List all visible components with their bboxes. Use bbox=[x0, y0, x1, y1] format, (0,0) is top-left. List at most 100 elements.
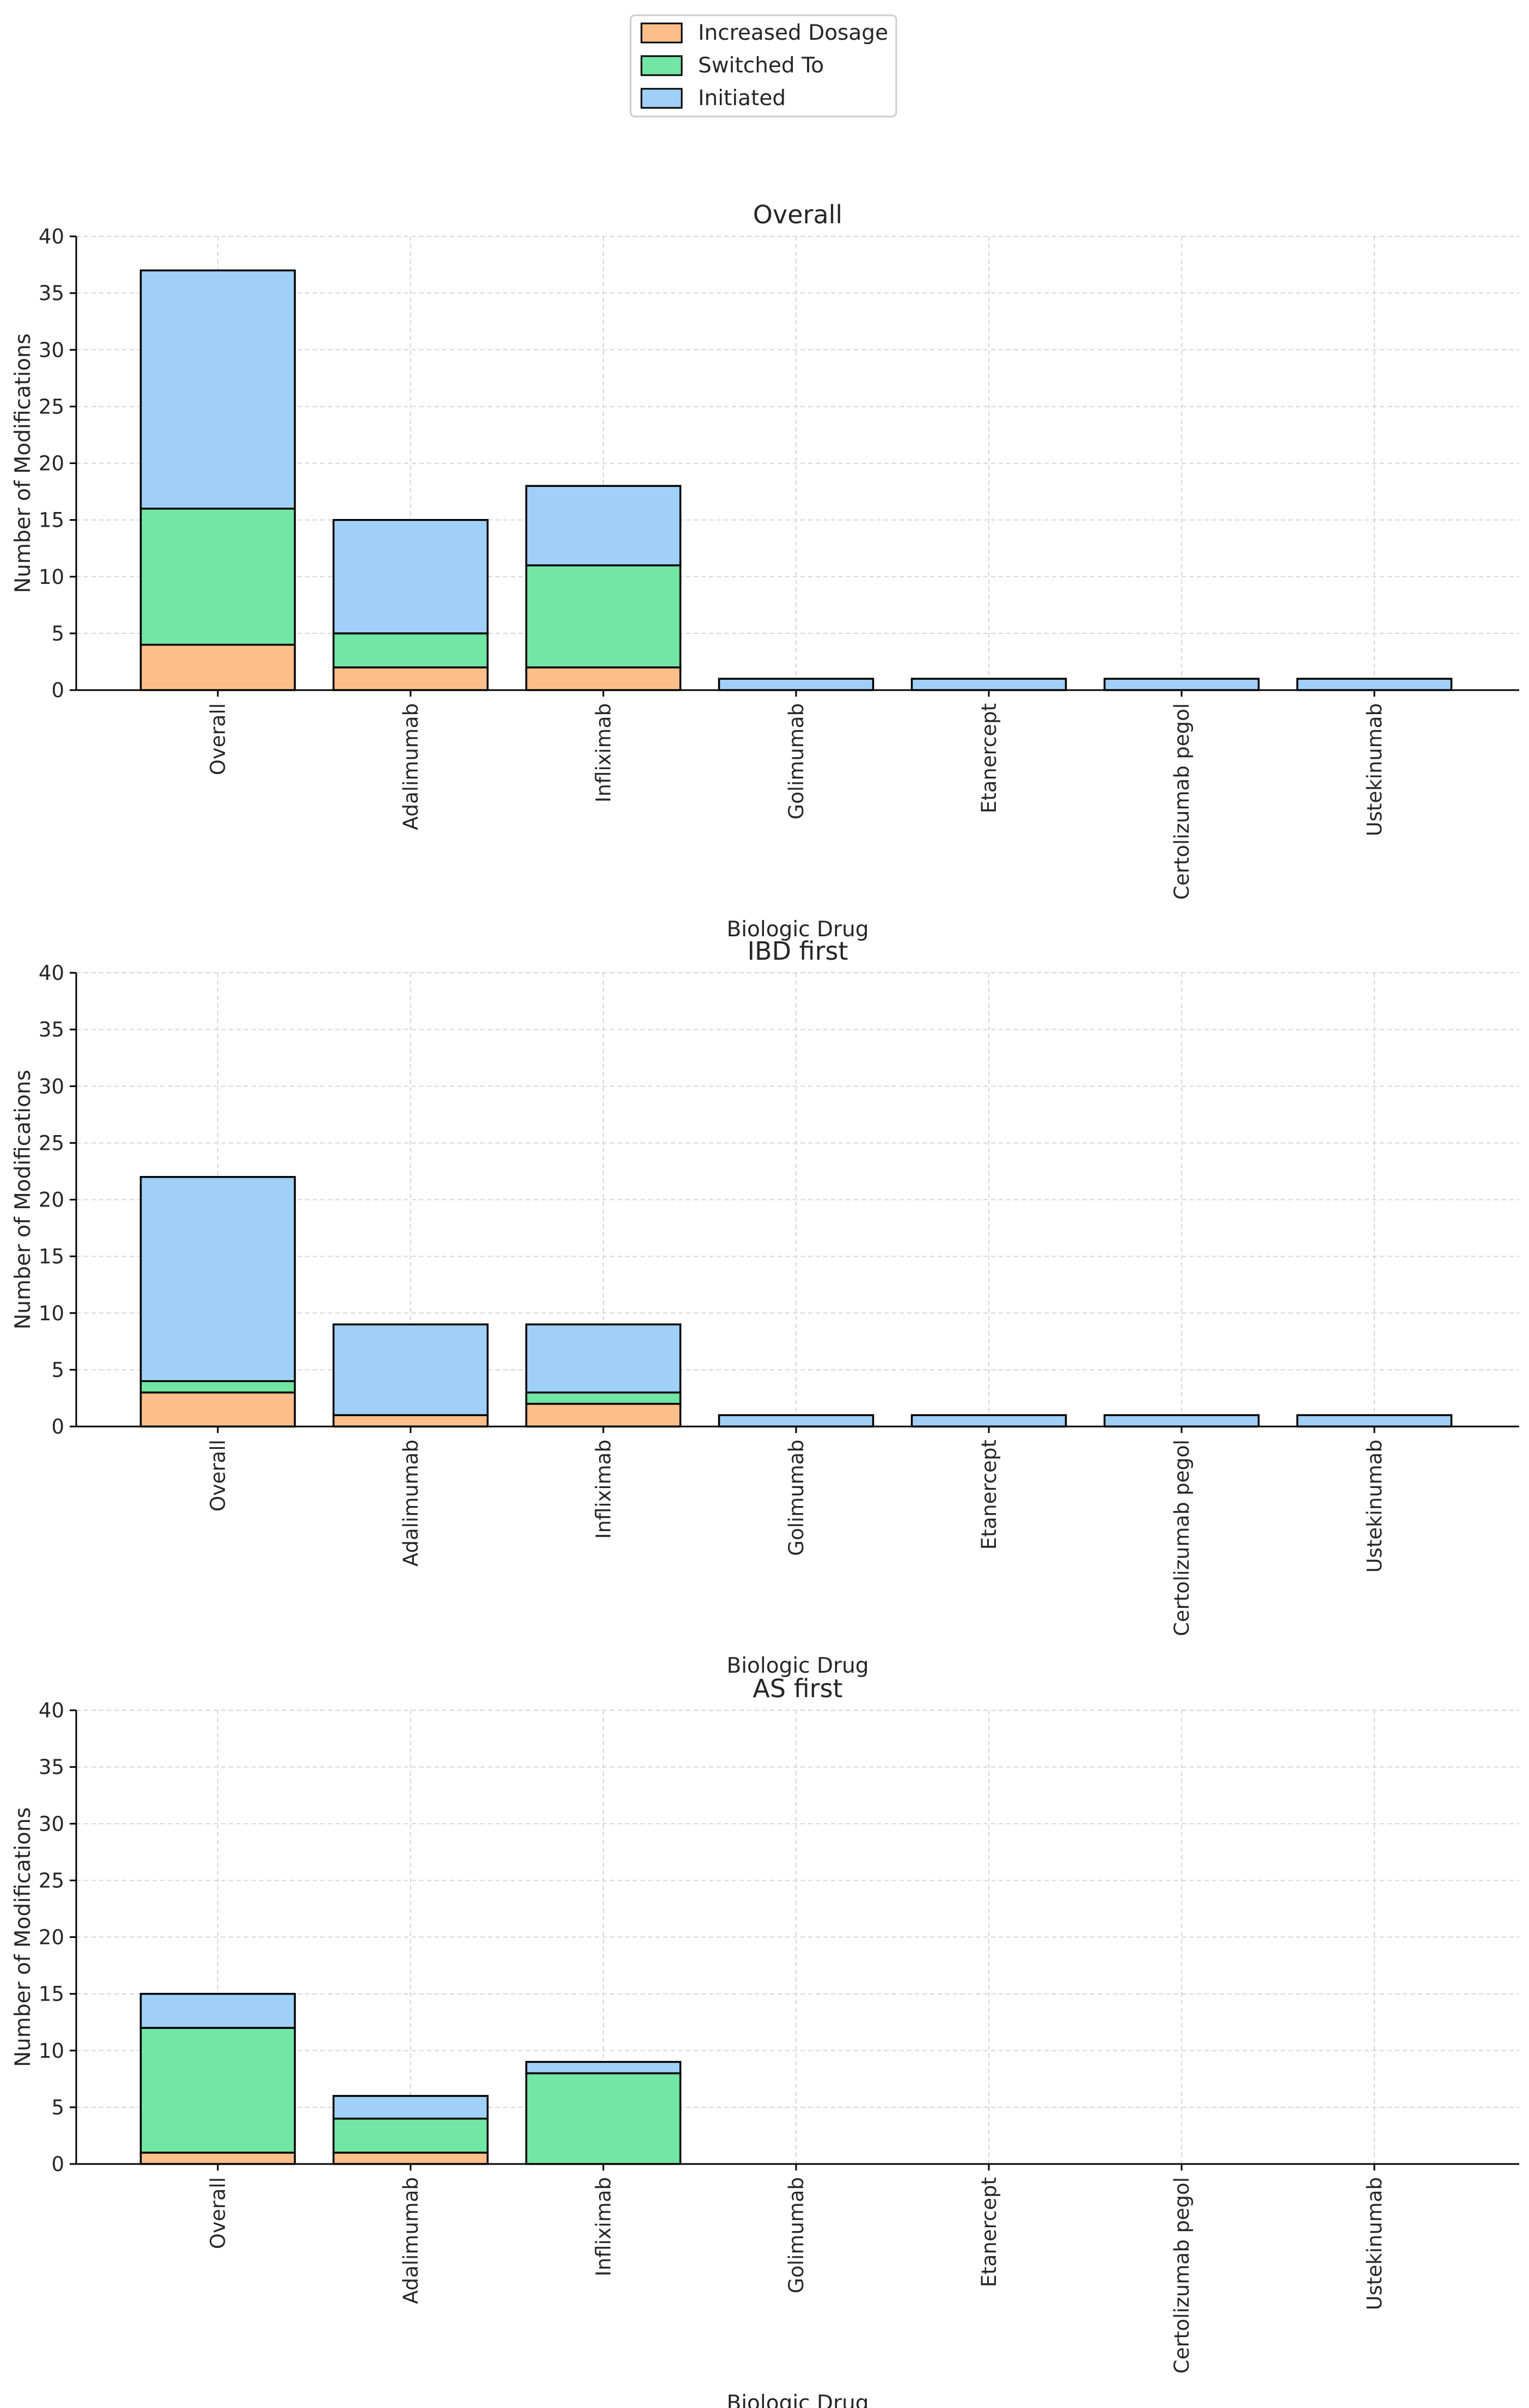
y-tick-label-25: 25 bbox=[39, 395, 64, 418]
bar-infliximab-increased-dosage bbox=[525, 666, 682, 691]
bar-golimumab-initiated bbox=[718, 678, 874, 691]
panel-overall: Overall 0 5 10 15 20 25 30 35 40 Overall Adalimumab… bbox=[11, 200, 1519, 942]
y-tick-label-30: 30 bbox=[39, 1812, 64, 1836]
bar-overall-increased-dosage bbox=[139, 2151, 296, 2165]
bar-overall-switched-to bbox=[139, 1380, 296, 1394]
x-tick-label-etanercept: Etanercept bbox=[977, 2177, 1001, 2287]
bar-adalimumab-initiated bbox=[332, 2095, 489, 2120]
bar-golimumab-initiated bbox=[718, 1414, 874, 1428]
y-tick-label-35: 35 bbox=[39, 1755, 64, 1779]
bar-overall-increased-dosage bbox=[139, 643, 296, 691]
bar-ustekinumab-initiated bbox=[1296, 678, 1453, 691]
bars bbox=[139, 1176, 1453, 1428]
x-axis-label: Biologic Drug bbox=[726, 2391, 869, 2408]
x-tick-label-ustekinumab: Ustekinumab bbox=[1363, 703, 1386, 836]
bar-infliximab-switched-to bbox=[525, 1391, 682, 1405]
x-tick-label-adalimumab: Adalimumab bbox=[399, 1440, 423, 1566]
bar-certolizumab-pegol-initiated bbox=[1103, 678, 1260, 691]
bar-etanercept-initiated bbox=[910, 678, 1067, 691]
y-tick-label-15: 15 bbox=[39, 509, 64, 532]
bar-adalimumab-switched-to bbox=[332, 2117, 489, 2154]
legend-label-switched-to: Switched To bbox=[698, 53, 824, 78]
bar-adalimumab-initiated bbox=[332, 1323, 489, 1416]
bar-overall-switched-to bbox=[139, 2027, 296, 2154]
bar-adalimumab-increased-dosage bbox=[332, 1414, 489, 1428]
y-tick-label-20: 20 bbox=[39, 1926, 64, 1949]
y-tick-label-25: 25 bbox=[39, 1869, 64, 1892]
x-tick-label-ustekinumab: Ustekinumab bbox=[1363, 2177, 1386, 2310]
x-tick-label-overall: Overall bbox=[206, 703, 230, 775]
bar-certolizumab-pegol-initiated bbox=[1103, 1414, 1260, 1428]
x-tick-label-golimumab: Golimumab bbox=[785, 703, 808, 820]
y-tick-label-40: 40 bbox=[39, 961, 64, 985]
legend-frame bbox=[629, 14, 897, 118]
y-axis-label: Number of Modifications bbox=[11, 1070, 35, 1330]
bar-overall-initiated bbox=[139, 1176, 296, 1382]
legend-swatch-initiated bbox=[640, 88, 683, 109]
y-tick-label-10: 10 bbox=[39, 1302, 64, 1325]
y-axis-label: Number of Modifications bbox=[11, 333, 35, 593]
bar-infliximab-initiated bbox=[525, 2060, 682, 2075]
y-tick-label-15: 15 bbox=[39, 1245, 64, 1269]
chart-panels: Overall 0 5 10 15 20 25 30 35 40 Overall Adalimumab… bbox=[11, 200, 1519, 2408]
panel-ibd-first: IBD first 0 5 10 15 20 25 30 35 40 Overall Adalimum… bbox=[11, 936, 1519, 1678]
bar-overall-initiated bbox=[139, 269, 296, 510]
bar-adalimumab-initiated bbox=[332, 519, 489, 635]
bar-infliximab-switched-to bbox=[525, 564, 682, 669]
bars bbox=[139, 269, 1453, 691]
bar-ustekinumab-initiated bbox=[1296, 1414, 1453, 1428]
y-tick-label-35: 35 bbox=[39, 1018, 64, 1041]
legend-label-increased-dosage: Increased Dosage bbox=[698, 21, 888, 45]
y-tick-label-25: 25 bbox=[39, 1131, 64, 1155]
panel-as-first: AS first 0 5 10 15 20 25 30 35 40 Overall Adalimuma… bbox=[11, 1674, 1519, 2408]
y-tick-label-20: 20 bbox=[39, 452, 64, 475]
x-tick-label-adalimumab: Adalimumab bbox=[399, 703, 423, 830]
x-tick-label-overall: Overall bbox=[206, 1440, 230, 1511]
bar-infliximab-switched-to bbox=[525, 2072, 682, 2165]
y-tick-label-10: 10 bbox=[39, 565, 64, 589]
bar-overall-initiated bbox=[139, 1992, 296, 2029]
bars bbox=[139, 1992, 682, 2165]
y-axis-label: Number of Modifications bbox=[11, 1807, 35, 2067]
x-tick-label-overall: Overall bbox=[206, 2177, 230, 2249]
x-axis-label: Biologic Drug bbox=[726, 917, 869, 942]
x-tick-label-ustekinumab: Ustekinumab bbox=[1363, 1440, 1386, 1572]
y-tick-label-0: 0 bbox=[51, 679, 64, 702]
y-tick-label-35: 35 bbox=[39, 282, 64, 305]
y-tick-label-0: 0 bbox=[51, 1415, 64, 1438]
x-axis-label: Biologic Drug bbox=[726, 1654, 869, 1678]
y-tick-label-30: 30 bbox=[39, 1075, 64, 1098]
y-tick-label-20: 20 bbox=[39, 1188, 64, 1212]
y-tick-label-0: 0 bbox=[51, 2153, 64, 2176]
y-tick-label-10: 10 bbox=[39, 2039, 64, 2063]
x-tick-label-etanercept: Etanercept bbox=[977, 1440, 1001, 1550]
bar-adalimumab-increased-dosage bbox=[332, 2151, 489, 2165]
panel-title: Overall bbox=[753, 200, 842, 229]
y-tick-label-5: 5 bbox=[51, 1358, 64, 1382]
bar-infliximab-initiated bbox=[525, 1323, 682, 1394]
legend: Increased Dosage Switched To Initiated bbox=[629, 14, 897, 118]
panel-title: AS first bbox=[753, 1674, 842, 1703]
bar-adalimumab-switched-to bbox=[332, 632, 489, 669]
legend-label-initiated: Initiated bbox=[698, 86, 786, 111]
y-tick-label-40: 40 bbox=[39, 1699, 64, 1722]
x-tick-label-certolizumab-pegol: Certolizumab pegol bbox=[1170, 2177, 1194, 2374]
x-tick-label-certolizumab-pegol: Certolizumab pegol bbox=[1170, 1440, 1194, 1636]
legend-swatch-switched-to bbox=[640, 55, 683, 76]
y-tick-label-30: 30 bbox=[39, 338, 64, 362]
x-tick-label-etanercept: Etanercept bbox=[977, 703, 1001, 813]
bar-etanercept-initiated bbox=[910, 1414, 1067, 1428]
panel-title: IBD first bbox=[747, 936, 848, 966]
x-tick-label-infliximab: Infliximab bbox=[592, 2177, 615, 2276]
x-tick-label-infliximab: Infliximab bbox=[592, 703, 615, 802]
bar-overall-switched-to bbox=[139, 508, 296, 646]
y-tick-label-15: 15 bbox=[39, 1983, 64, 2006]
y-tick-label-40: 40 bbox=[39, 225, 64, 248]
x-tick-label-infliximab: Infliximab bbox=[592, 1440, 615, 1539]
x-tick-label-adalimumab: Adalimumab bbox=[399, 2177, 423, 2304]
legend-swatch-increased-dosage bbox=[640, 22, 683, 44]
y-tick-label-5: 5 bbox=[51, 622, 64, 645]
bar-infliximab-increased-dosage bbox=[525, 1403, 682, 1428]
x-tick-label-golimumab: Golimumab bbox=[785, 1440, 808, 1556]
